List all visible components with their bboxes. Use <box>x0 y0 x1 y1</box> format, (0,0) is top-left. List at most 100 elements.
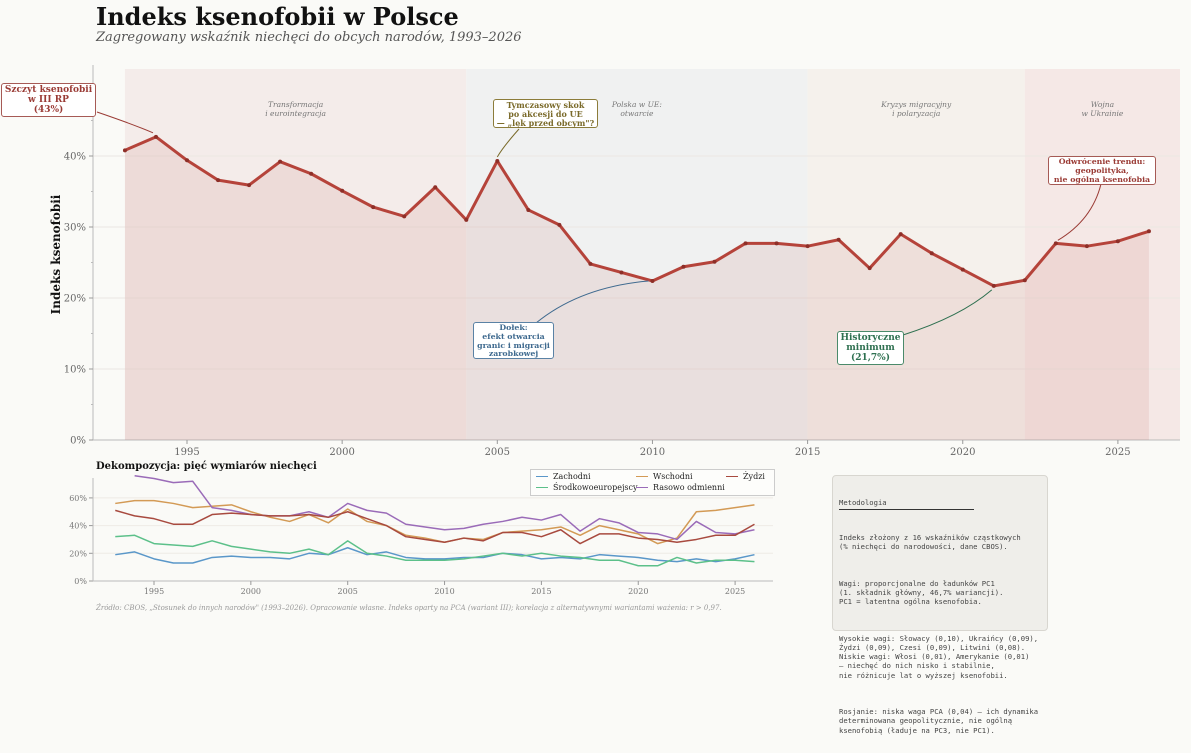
series-line <box>134 474 755 541</box>
x-tick-label: 2020 <box>628 587 648 596</box>
data-point <box>1084 244 1089 249</box>
y-tick-label: 0% <box>74 577 87 586</box>
data-point <box>122 148 127 153</box>
source-note: Źródło: CBOS, „Stosunek do innych narodó… <box>96 604 722 612</box>
data-point <box>1146 229 1151 234</box>
period-label: Transformacja <box>268 100 323 109</box>
y-tick-label: 20% <box>64 294 86 305</box>
data-point <box>1053 241 1058 246</box>
annotation-box: Szczyt ksenofobii w III RP (43%) <box>1 83 96 117</box>
period-band <box>1024 69 1180 440</box>
legend-item: Środkowoeuropejscy <box>536 483 638 492</box>
data-point <box>898 232 903 237</box>
period-label: Polska w UE: <box>611 100 663 109</box>
annotation-box: Tymczasowy skok po akcesji do UE — „lęk … <box>493 99 598 128</box>
annotation-arrow <box>1057 183 1102 241</box>
period-band <box>807 69 1025 440</box>
methodology-paragraph: Wysokie wagi: Słowacy (0,10), Ukraińcy (… <box>839 633 1039 680</box>
data-point <box>340 188 345 193</box>
data-point <box>960 267 965 272</box>
data-point <box>153 134 158 139</box>
annotation-box: Dołek: efekt otwarcia granic i migracji … <box>473 322 554 359</box>
data-point <box>247 183 252 188</box>
x-tick-label: 2000 <box>329 447 354 458</box>
period-band <box>466 69 808 440</box>
page-subtitle: Zagregowany wskaźnik niechęci do obcych … <box>96 30 522 45</box>
y-tick-label: 20% <box>69 549 87 558</box>
decomposition-chart: 0% 20% 40% 60% 1995 2000 2005 2010 2015 2020 2025 <box>69 474 773 596</box>
annotation-arrow <box>535 280 649 324</box>
data-point <box>929 251 934 256</box>
series-line <box>115 547 755 564</box>
x-tick-label: 2000 <box>241 587 261 596</box>
y-tick-label: 40% <box>64 152 86 163</box>
data-point <box>588 261 593 266</box>
period-label: otwarcie <box>620 109 654 118</box>
legend-swatch <box>536 487 548 488</box>
annotation-box: Odwrócenie trendu: geopolityka, nie ogól… <box>1048 156 1156 185</box>
data-point <box>867 266 872 271</box>
data-point <box>557 222 562 227</box>
y-tick-label: 40% <box>69 522 87 531</box>
period-band <box>124 69 467 440</box>
x-tick-label: 2005 <box>485 447 510 458</box>
annotation-arrow <box>96 111 154 134</box>
data-point <box>433 185 438 190</box>
x-tick-label: 1995 <box>174 447 199 458</box>
annotation-box: Historyczne minimum (21,7%) <box>837 331 904 365</box>
data-point <box>991 283 996 288</box>
period-label: i polaryzacja <box>892 109 940 118</box>
page-title: Indeks ksenofobii w Polsce <box>96 2 459 31</box>
data-point <box>681 264 686 269</box>
y-tick-label: 0% <box>70 436 86 447</box>
legend-label: Rasowo odmienni <box>653 483 725 492</box>
x-tick-label: 2010 <box>434 587 454 596</box>
decomposition-title: Dekompozycja: pięć wymiarów niechęci <box>96 461 317 472</box>
x-tick-label: 2005 <box>338 587 358 596</box>
x-tick-label: 2020 <box>950 447 975 458</box>
data-point <box>309 171 314 176</box>
y-tick-label: 30% <box>64 223 86 234</box>
index-line <box>124 135 1150 288</box>
legend-item: Wschodni <box>636 472 693 481</box>
data-point <box>743 241 748 246</box>
period-label: w Ukrainie <box>1081 109 1123 118</box>
period-label: Kryzys migracyjny <box>880 100 952 109</box>
annotation-arrow <box>496 128 520 158</box>
data-point <box>619 270 624 275</box>
x-tick-label: 2025 <box>1105 447 1130 458</box>
y-tick-label: 60% <box>69 494 87 503</box>
data-point <box>216 178 221 183</box>
y-tick-label: 10% <box>64 365 86 376</box>
legend-item: Rasowo odmienni <box>636 483 725 492</box>
data-point <box>371 205 376 210</box>
period-label: Wojna <box>1091 100 1114 109</box>
y-axis-label: Indeks ksenofobii <box>49 194 63 314</box>
methodology-box: Metodologia Indeks złożony z 16 wskaźnik… <box>832 475 1048 735</box>
methodology-paragraph: Wagi: proporcjonalne do ładunków PC1 (1.… <box>839 578 1004 607</box>
x-tick-label: 2010 <box>640 447 665 458</box>
data-point <box>278 159 283 164</box>
data-point <box>712 259 717 264</box>
x-tick-label: 1995 <box>144 587 164 596</box>
legend-swatch <box>636 487 648 488</box>
data-point <box>650 278 655 283</box>
data-point <box>1115 239 1120 244</box>
data-point <box>185 158 189 163</box>
x-tick-label: 2015 <box>795 447 820 458</box>
legend-swatch <box>536 476 548 477</box>
legend-swatch <box>726 476 738 477</box>
annotation-arrow <box>902 289 993 336</box>
series-line <box>115 509 755 545</box>
legend-swatch <box>636 476 648 477</box>
data-point <box>526 207 531 212</box>
data-point <box>495 158 500 163</box>
data-point <box>1022 278 1027 283</box>
legend-item: Żydzi <box>726 472 765 481</box>
legend-item: Zachodni <box>536 472 591 481</box>
legend-label: Wschodni <box>653 472 693 481</box>
data-point <box>464 217 469 222</box>
methodology-paragraph: Indeks złożony z 16 wskaźników cząstkowy… <box>839 533 1021 552</box>
data-point <box>402 214 407 219</box>
